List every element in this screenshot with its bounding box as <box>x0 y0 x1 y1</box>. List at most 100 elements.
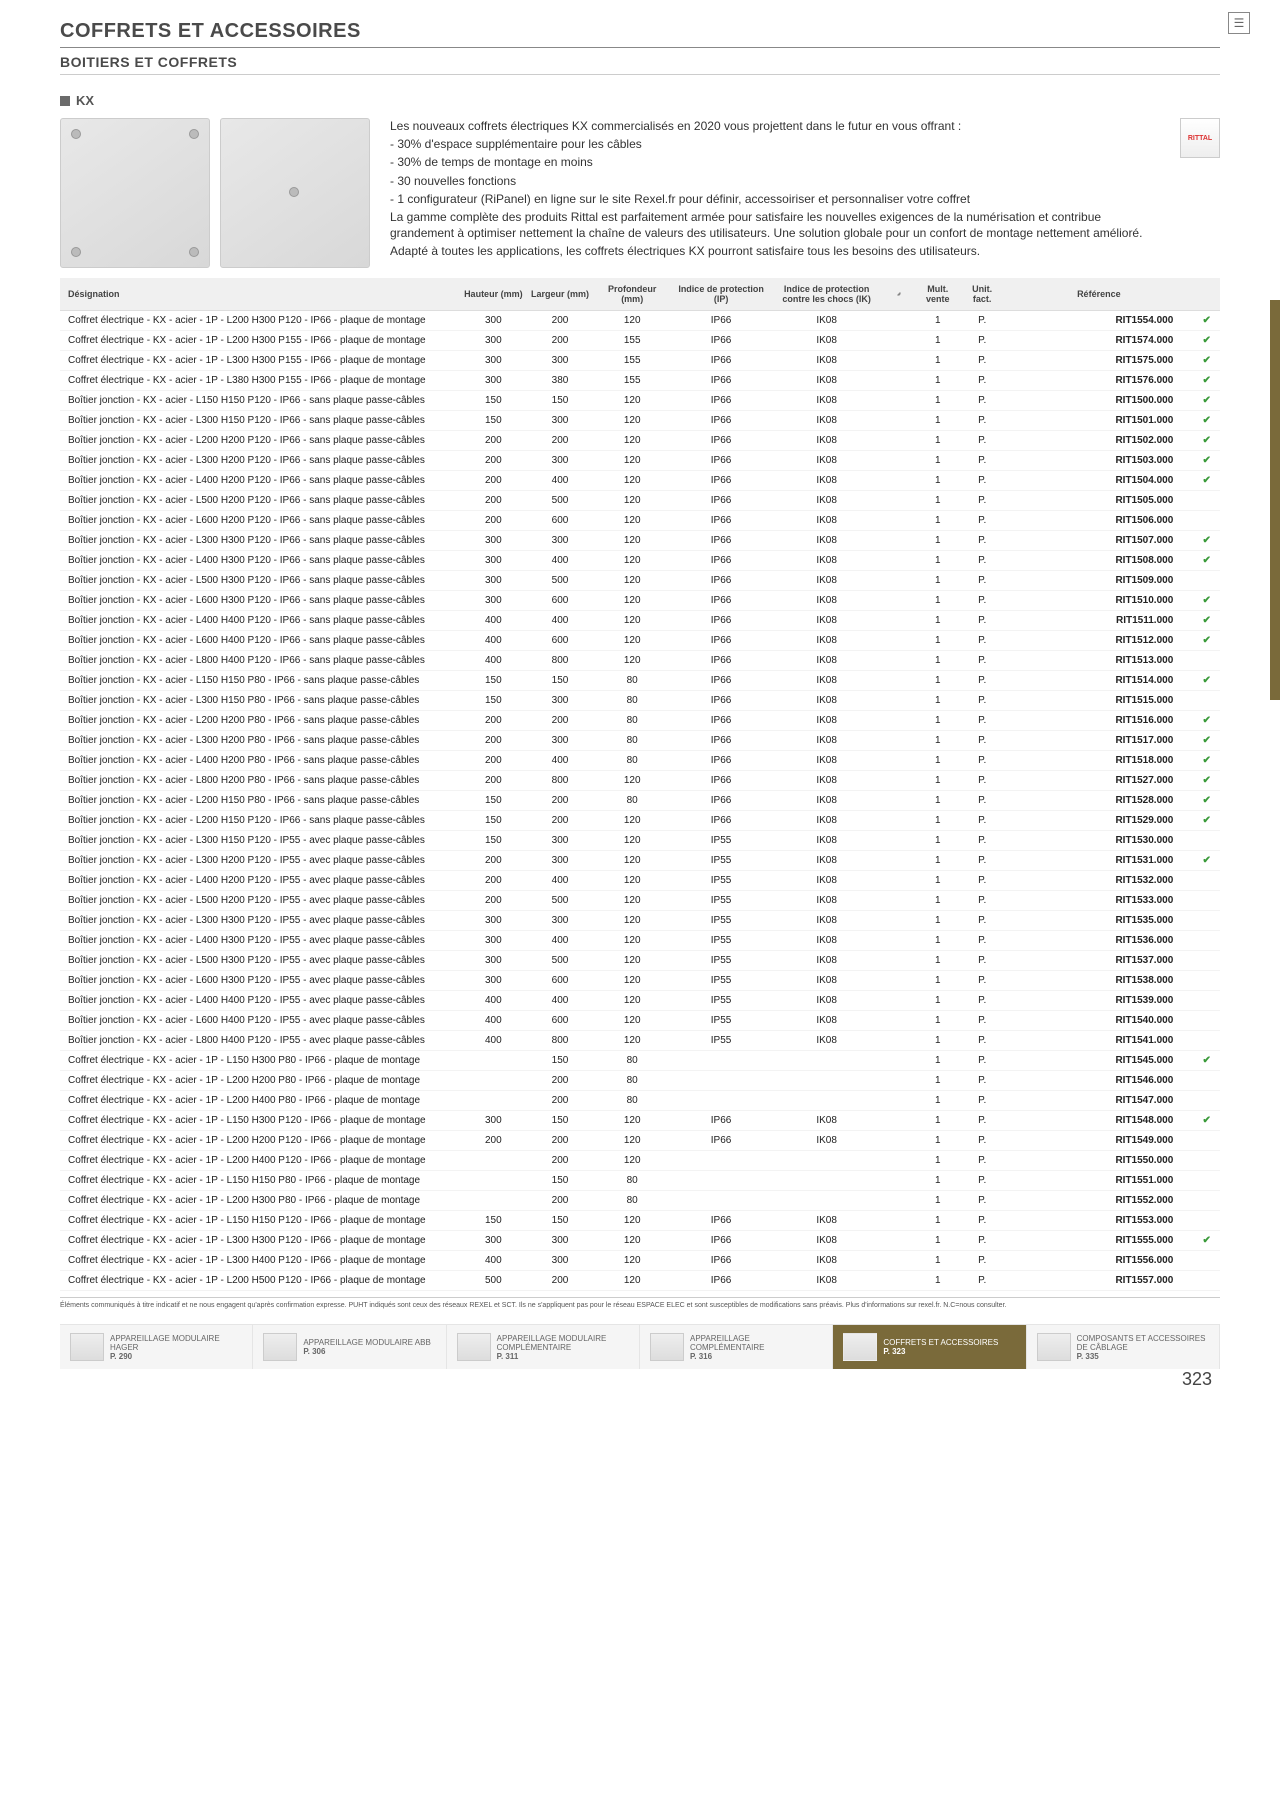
table-cell: IP66 <box>671 371 771 391</box>
table-cell: 300 <box>460 331 527 351</box>
table-cell: ✔ <box>1193 631 1220 651</box>
table-cell: IK08 <box>771 951 882 971</box>
table-cell: 400 <box>460 991 527 1011</box>
table-cell: Coffret électrique - KX - acier - 1P - L… <box>60 1131 460 1151</box>
table-cell: Coffret électrique - KX - acier - 1P - L… <box>60 1051 460 1071</box>
table-cell: 1 <box>916 671 960 691</box>
footer-nav-label: COFFRETS ET ACCESSOIRESP. 323 <box>883 1338 998 1356</box>
table-row: Boîtier jonction - KX - acier - L500 H20… <box>60 891 1220 911</box>
table-cell: P. <box>960 1051 1004 1071</box>
table-cell <box>882 531 915 551</box>
table-cell <box>771 1191 882 1211</box>
table-cell: 120 <box>593 1251 671 1271</box>
footer-nav-item[interactable]: APPAREILLAGE MODULAIRE COMPLÉMENTAIREP. … <box>447 1325 640 1369</box>
table-cell: IP55 <box>671 891 771 911</box>
table-row: Coffret électrique - KX - acier - 1P - L… <box>60 1251 1220 1271</box>
table-cell <box>1193 1131 1220 1151</box>
table-cell <box>882 611 915 631</box>
footer-nav-item[interactable]: COFFRETS ET ACCESSOIRESP. 323 <box>833 1325 1026 1369</box>
table-row: Boîtier jonction - KX - acier - L300 H15… <box>60 691 1220 711</box>
brand-logo: RITTAL <box>1180 118 1220 158</box>
table-cell: 1 <box>916 591 960 611</box>
table-cell: RIT1557.000 <box>1004 1271 1193 1291</box>
table-cell: Boîtier jonction - KX - acier - L300 H30… <box>60 531 460 551</box>
table-cell: 120 <box>593 391 671 411</box>
page-number: 323 <box>60 1369 1220 1398</box>
table-cell: Boîtier jonction - KX - acier - L300 H20… <box>60 451 460 471</box>
table-cell: IP66 <box>671 471 771 491</box>
table-cell: 200 <box>527 1271 594 1291</box>
table-cell: IP66 <box>671 571 771 591</box>
table-cell <box>1193 971 1220 991</box>
table-cell: Boîtier jonction - KX - acier - L300 H20… <box>60 731 460 751</box>
intro-bullet: - 30% d'espace supplémentaire pour les c… <box>390 136 1160 152</box>
footer-nav-item[interactable]: APPAREILLAGE MODULAIRE ABBP. 306 <box>253 1325 446 1369</box>
table-cell: ✔ <box>1193 451 1220 471</box>
table-cell <box>460 1051 527 1071</box>
table-cell: IK08 <box>771 1011 882 1031</box>
footer-nav-item[interactable]: APPAREILLAGE COMPLÉMENTAIREP. 316 <box>640 1325 833 1369</box>
table-cell: Boîtier jonction - KX - acier - L500 H30… <box>60 951 460 971</box>
table-cell: 80 <box>593 671 671 691</box>
table-header-cell: Mult. vente <box>916 278 960 311</box>
table-cell: RIT1503.000 <box>1004 451 1193 471</box>
table-cell: IP66 <box>671 451 771 471</box>
table-cell: P. <box>960 431 1004 451</box>
table-cell: P. <box>960 711 1004 731</box>
table-cell: 400 <box>460 631 527 651</box>
table-cell: RIT1508.000 <box>1004 551 1193 571</box>
table-cell <box>882 351 915 371</box>
table-cell: 120 <box>593 651 671 671</box>
table-cell: 120 <box>593 911 671 931</box>
table-cell: Boîtier jonction - KX - acier - L400 H30… <box>60 931 460 951</box>
table-cell: 120 <box>593 891 671 911</box>
table-cell <box>1193 1271 1220 1291</box>
table-cell <box>882 1111 915 1131</box>
table-row: Boîtier jonction - KX - acier - L600 H30… <box>60 591 1220 611</box>
table-cell: IK08 <box>771 711 882 731</box>
table-cell: IP66 <box>671 1251 771 1271</box>
table-cell: RIT1515.000 <box>1004 691 1193 711</box>
table-cell: 500 <box>527 491 594 511</box>
table-cell: IK08 <box>771 751 882 771</box>
table-cell: 120 <box>593 1131 671 1151</box>
table-cell <box>882 751 915 771</box>
table-row: Coffret électrique - KX - acier - 1P - L… <box>60 1091 1220 1111</box>
table-cell: RIT1502.000 <box>1004 431 1193 451</box>
table-cell: RIT1552.000 <box>1004 1191 1193 1211</box>
table-cell: P. <box>960 551 1004 571</box>
table-cell <box>671 1071 771 1091</box>
table-cell: 1 <box>916 1111 960 1131</box>
table-cell: 300 <box>460 1231 527 1251</box>
table-cell: ✔ <box>1193 751 1220 771</box>
table-cell: 1 <box>916 731 960 751</box>
footer-nav-item[interactable]: APPAREILLAGE MODULAIRE HAGERP. 290 <box>60 1325 253 1369</box>
table-cell <box>882 1131 915 1151</box>
table-cell: 600 <box>527 591 594 611</box>
table-cell: P. <box>960 311 1004 331</box>
table-cell: Boîtier jonction - KX - acier - L300 H30… <box>60 911 460 931</box>
table-cell: ✔ <box>1193 531 1220 551</box>
table-cell: RIT1509.000 <box>1004 571 1193 591</box>
table-cell: ✔ <box>1193 431 1220 451</box>
table-cell: Boîtier jonction - KX - acier - L600 H40… <box>60 631 460 651</box>
table-header-cell: Indice de protection (IP) <box>671 278 771 311</box>
table-cell: P. <box>960 471 1004 491</box>
table-cell: P. <box>960 371 1004 391</box>
square-bullet-icon <box>60 96 70 106</box>
table-cell <box>882 571 915 591</box>
footer-nav-item[interactable]: COMPOSANTS ET ACCESSOIRES DE CÂBLAGEP. 3… <box>1027 1325 1220 1369</box>
table-cell: Boîtier jonction - KX - acier - L150 H15… <box>60 671 460 691</box>
table-cell: 150 <box>527 1111 594 1131</box>
table-cell: 200 <box>527 1191 594 1211</box>
table-cell <box>882 791 915 811</box>
table-cell: 1 <box>916 1171 960 1191</box>
intro-paragraph: La gamme complète des produits Rittal es… <box>390 209 1160 241</box>
table-cell <box>882 651 915 671</box>
table-cell: Boîtier jonction - KX - acier - L300 H15… <box>60 831 460 851</box>
table-row: Boîtier jonction - KX - acier - L150 H15… <box>60 391 1220 411</box>
table-cell <box>671 1051 771 1071</box>
table-cell: 120 <box>593 1031 671 1051</box>
table-cell: 300 <box>527 831 594 851</box>
table-cell: RIT1535.000 <box>1004 911 1193 931</box>
